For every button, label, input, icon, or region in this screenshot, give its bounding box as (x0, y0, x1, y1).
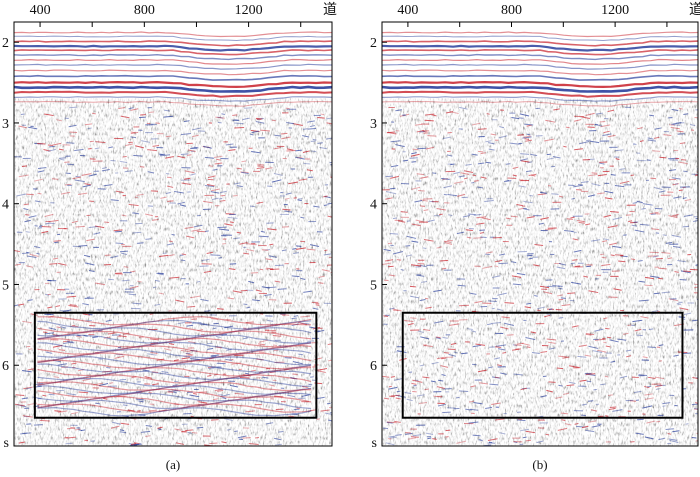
y-tick-label: 2 (2, 36, 9, 51)
y-tick-label: 6 (370, 359, 377, 374)
highlight-box (33, 311, 318, 419)
panel-b: 400 800 1200 道 2 3 4 5 6 s (b) (370, 2, 700, 472)
y-tick-label: 6 (2, 359, 9, 374)
panel-caption: (b) (532, 457, 547, 472)
plot-frame (381, 21, 699, 447)
y-tick-label: 3 (370, 117, 377, 132)
seismic-section-image (382, 22, 698, 446)
x-unit-label: 道 (689, 2, 700, 18)
plot-frame (13, 21, 333, 447)
y-tick-label: 3 (2, 117, 9, 132)
y-tick-label: 5 (370, 278, 377, 293)
y-tick-label: 4 (370, 198, 377, 213)
x-tick-label: 1200 (601, 3, 629, 18)
y-tick-label: 5 (2, 278, 9, 293)
seismic-section-image (14, 22, 332, 446)
y-tick-label: 4 (2, 198, 9, 213)
x-tick-label: 400 (30, 3, 51, 18)
y-unit-label: s (372, 436, 377, 451)
x-tick-label: 800 (134, 3, 155, 18)
x-tick-label: 800 (501, 3, 522, 18)
y-tick-label: 2 (370, 36, 377, 51)
y-unit-label: s (4, 436, 9, 451)
panel-caption: (a) (166, 457, 180, 472)
panel-a: 400 800 1200 道 2 3 4 5 6 s (a) (2, 2, 337, 472)
highlight-box (401, 311, 684, 419)
x-tick-label: 400 (397, 3, 418, 18)
x-tick-label: 1200 (235, 3, 263, 18)
x-unit-label: 道 (323, 2, 337, 18)
